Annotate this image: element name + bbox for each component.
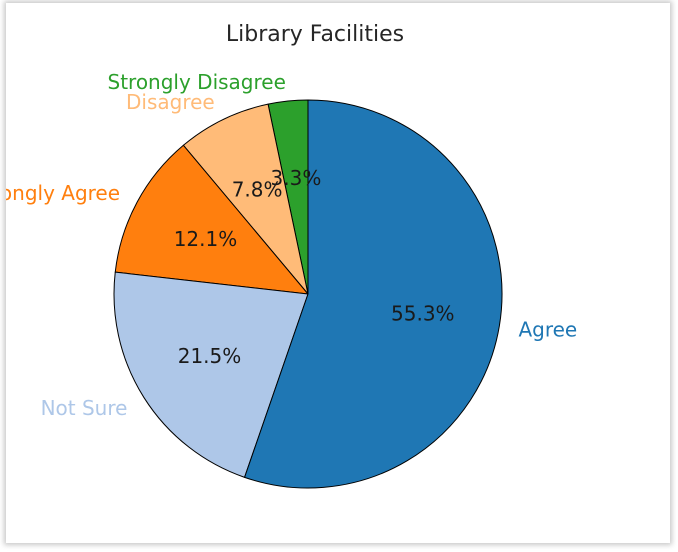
pie-slice-not-sure [113, 271, 309, 478]
pie-pct-label-disagree: 7.8% [232, 177, 283, 201]
pie-labels: 3.3% Strongly Disagree 7.8% Disagree 12.1% St… [6, 70, 577, 420]
pie-pct-label-strongly-agree: 12.1% [174, 227, 238, 251]
pie-category-label-agree: Agree [518, 317, 577, 341]
pie-pct-label-strongly-disagree: 3.3% [271, 166, 322, 190]
pie-chart: 3.3% Strongly Disagree 7.8% Disagree 12.1% St… [6, 70, 577, 489]
pie-slice-agree [244, 99, 503, 489]
pie-slice-disagree [182, 103, 309, 295]
chart-title: Library Facilities [225, 22, 405, 47]
pie-category-label-not-sure: Not Sure [41, 396, 128, 420]
pie-wedges [113, 99, 503, 489]
pie-slice-strongly-agree [114, 144, 309, 295]
pie-category-label-disagree: Disagree [126, 90, 215, 114]
chart-frame: Library Facilities 3.3% Strongly Disagree… [6, 3, 670, 543]
pie-category-label-strongly-disagree: Strongly Disagree [108, 70, 286, 94]
pie-category-label-strongly-agree: Strongly Agree [6, 181, 120, 205]
pie-pct-label-not-sure: 21.5% [178, 344, 242, 368]
pie-pct-label-agree: 55.3% [391, 301, 455, 325]
